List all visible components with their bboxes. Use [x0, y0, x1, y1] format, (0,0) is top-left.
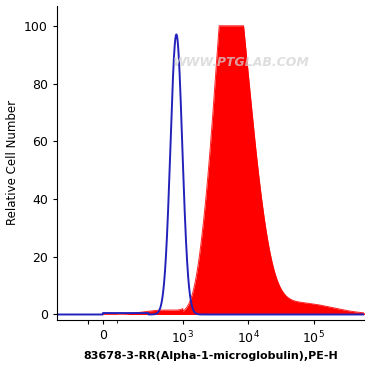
Text: WWW.PTGLAB.COM: WWW.PTGLAB.COM — [173, 56, 310, 69]
Y-axis label: Relative Cell Number: Relative Cell Number — [6, 100, 18, 225]
X-axis label: 83678-3-RR(Alpha-1-microglobulin),PE-H: 83678-3-RR(Alpha-1-microglobulin),PE-H — [83, 352, 338, 361]
